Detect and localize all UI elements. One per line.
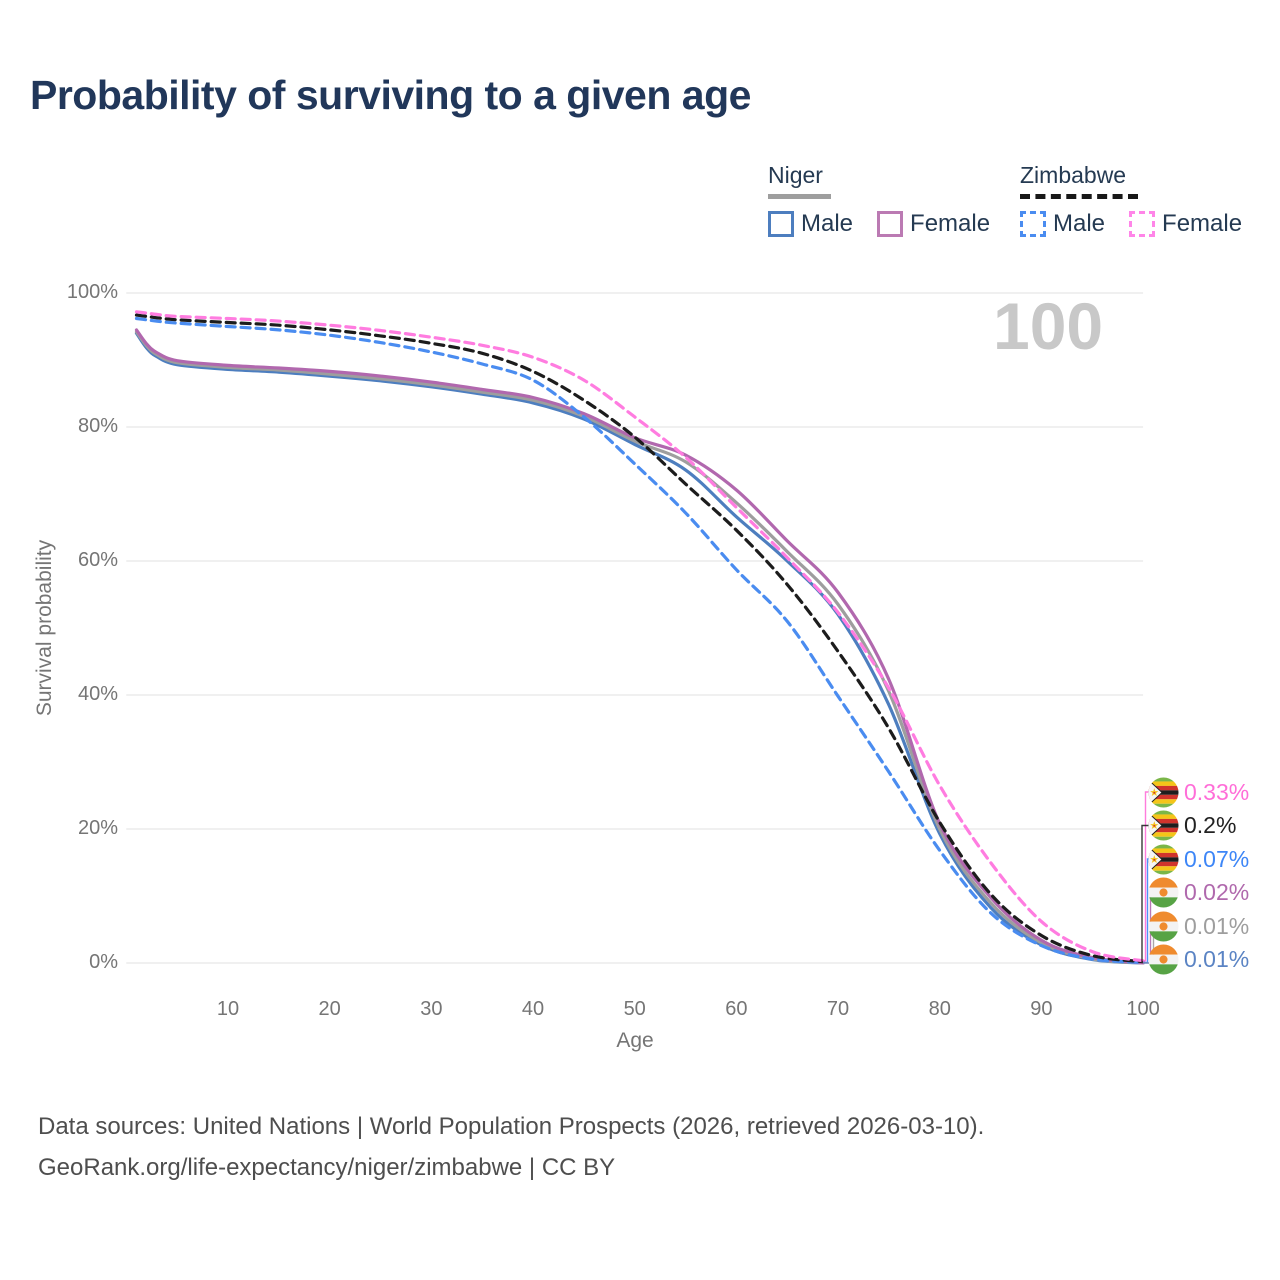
- end-label-zimbabwe-female: 0.33%: [1148, 776, 1250, 808]
- legend-group-niger: Niger Male Female: [768, 162, 990, 238]
- zimbabwe-flag-icon: [1148, 776, 1179, 808]
- x-tick-30: 30: [420, 998, 443, 1020]
- end-value: 0.01%: [1184, 946, 1250, 972]
- x-tick-50: 50: [623, 998, 646, 1020]
- y-tick-40%: 40%: [77, 683, 118, 705]
- niger-flag-icon: [1148, 877, 1179, 908]
- footer: Data sources: United Nations | World Pop…: [38, 1106, 984, 1188]
- attribution-text: GeoRank.org/life-expectancy/niger/zimbab…: [38, 1154, 616, 1181]
- age-watermark: 100: [993, 289, 1104, 363]
- end-label-niger-female: 0.02%: [1148, 877, 1249, 908]
- legend-checkbox-niger-male[interactable]: Male: [768, 210, 853, 238]
- end-value: 0.01%: [1184, 912, 1250, 939]
- y-tick-0%: 0%: [89, 951, 118, 973]
- end-label-niger-male: 0.01%: [1148, 944, 1249, 975]
- zimbabwe-line-swatch: [1020, 194, 1138, 199]
- end-value: 0.33%: [1184, 778, 1250, 805]
- y-tick-20%: 20%: [77, 817, 118, 839]
- data-sources-text: Data sources: United Nations | World Pop…: [38, 1113, 985, 1140]
- x-tick-20: 20: [318, 998, 341, 1020]
- x-tick-40: 40: [521, 998, 545, 1020]
- legend-zimbabwe-label: Zimbabwe: [1020, 162, 1127, 188]
- x-tick-70: 70: [826, 998, 850, 1020]
- line-zimbabwe-female: [134, 310, 1145, 963]
- leader-line-zimbabwe-total: [1141, 824, 1149, 963]
- line-niger-male: [134, 331, 1145, 965]
- end-label-niger-total: 0.01%: [1148, 910, 1250, 942]
- legend-label: Female: [1162, 210, 1243, 237]
- legend-group-zimbabwe: Zimbabwe Male Female: [1020, 162, 1242, 238]
- line-zimbabwe-total: [134, 313, 1145, 964]
- y-tick-100%: 100%: [66, 281, 118, 303]
- zimbabwe-flag-icon: [1148, 843, 1179, 875]
- niger-flag-icon: [1148, 944, 1179, 975]
- checkbox-icon[interactable]: [1020, 211, 1046, 237]
- y-tick-80%: 80%: [77, 415, 118, 437]
- y-tick-60%: 60%: [77, 549, 118, 571]
- end-value: 0.07%: [1184, 845, 1250, 872]
- end-label-zimbabwe-total: 0.2%: [1148, 810, 1236, 841]
- line-niger-total: [134, 330, 1145, 965]
- x-tick-10: 10: [216, 998, 240, 1020]
- line-niger-female: [134, 328, 1145, 965]
- legend-niger-label: Niger: [768, 162, 823, 188]
- x-tick-80: 80: [928, 998, 951, 1020]
- niger-line-swatch: [768, 194, 831, 199]
- x-tick-100: 100: [1126, 998, 1160, 1020]
- x-tick-60: 60: [725, 998, 748, 1020]
- legend-checkbox-niger-female[interactable]: Female: [877, 210, 990, 238]
- zimbabwe-flag-icon: [1148, 810, 1179, 841]
- checkbox-icon[interactable]: [877, 211, 904, 237]
- checkbox-icon[interactable]: [1129, 211, 1156, 237]
- end-value: 0.02%: [1184, 879, 1250, 905]
- end-label-zimbabwe-male: 0.07%: [1148, 843, 1250, 875]
- legend-label: Male: [1053, 210, 1106, 237]
- checkbox-icon[interactable]: [768, 211, 794, 237]
- legend-checkbox-zimbabwe-female[interactable]: Female: [1129, 210, 1242, 238]
- leader-line-zimbabwe-female: [1143, 791, 1149, 962]
- legend-label: Male: [801, 210, 854, 237]
- niger-flag-icon: [1148, 910, 1179, 942]
- x-axis-title: Age: [616, 1029, 654, 1052]
- legend-checkbox-zimbabwe-male[interactable]: Male: [1020, 210, 1105, 238]
- x-tick-90: 90: [1030, 998, 1053, 1020]
- legend-label: Female: [910, 210, 991, 237]
- line-zimbabwe-male: [134, 316, 1145, 965]
- end-value: 0.2%: [1184, 812, 1237, 838]
- page-title: Probability of surviving to a given age: [30, 72, 751, 118]
